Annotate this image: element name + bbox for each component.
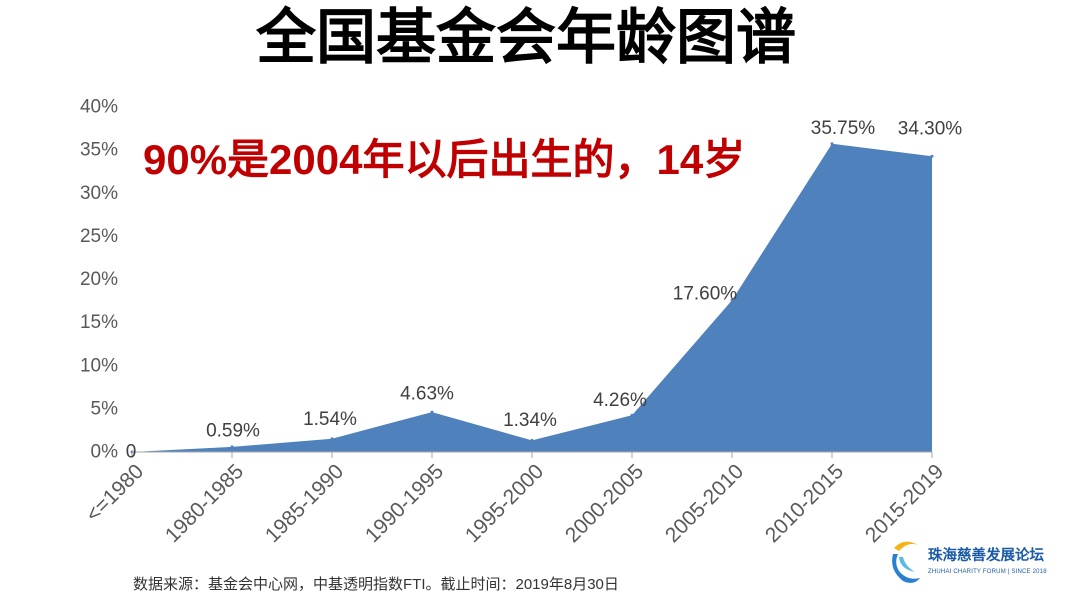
- x-tick-label: 2010-2015: [761, 460, 848, 547]
- x-axis: <=1980 1980-1985 1985-1990 1990-1995 1995-20…: [81, 451, 948, 547]
- data-point: [430, 410, 434, 414]
- x-tick-label: 1985-1990: [261, 460, 348, 547]
- x-tick-label: 1980-1985: [161, 460, 248, 547]
- data-point: [830, 142, 834, 146]
- x-tick-label: 2000-2005: [561, 460, 648, 547]
- data-label: 0.59%: [206, 420, 260, 441]
- data-point: [630, 413, 634, 417]
- area-series: [132, 143, 932, 452]
- data-point: [230, 445, 234, 449]
- x-tick-label: 1995-2000: [461, 460, 548, 547]
- source-note: 数据来源：基金会中心网，中基透明指数FTI。截止时间：2019年8月30日: [133, 576, 619, 593]
- data-point: [530, 438, 534, 442]
- x-tick-label: 2015-2019: [861, 460, 948, 547]
- x-tick-label: <=1980: [81, 460, 148, 527]
- x-tick-label: 1990-1995: [361, 460, 448, 547]
- y-tick-label: 10%: [80, 355, 118, 376]
- logo-name: 珠海慈善发展论坛: [928, 548, 1044, 564]
- data-points: [130, 142, 934, 454]
- y-tick-label: 0%: [91, 442, 119, 463]
- data-point: [930, 154, 934, 158]
- data-label: 0: [126, 442, 137, 463]
- data-label: 4.26%: [593, 390, 647, 411]
- swirl-logo-icon: [892, 541, 920, 583]
- y-tick-label: 15%: [80, 312, 118, 333]
- x-tick-label: 2005-2010: [661, 460, 748, 547]
- chart-annotation: 90%是2004年以后出生的，14岁: [143, 136, 746, 183]
- y-tick-label: 40%: [80, 97, 118, 118]
- forum-logo: 珠海慈善发展论坛 ZHUHAI CHARITY FORUM | SINCE 20…: [888, 536, 1058, 588]
- y-tick-label: 30%: [80, 183, 118, 204]
- data-label: 35.75%: [811, 118, 876, 139]
- y-tick-label: 5%: [91, 398, 119, 419]
- y-axis: 0% 5% 10% 15% 20% 25% 30% 35% 40%: [80, 97, 118, 463]
- data-label: 1.34%: [503, 410, 557, 431]
- data-point: [330, 437, 334, 441]
- data-labels: 0 0.59% 1.54% 4.63% 1.34% 4.26% 17.60% 35.75% 34…: [126, 118, 963, 462]
- y-tick-label: 25%: [80, 226, 118, 247]
- data-label: 34.30%: [898, 119, 963, 140]
- data-label: 17.60%: [673, 284, 738, 305]
- data-label: 4.63%: [400, 384, 454, 405]
- y-tick-label: 20%: [80, 269, 118, 290]
- data-label: 1.54%: [303, 409, 357, 430]
- y-tick-label: 35%: [80, 140, 118, 161]
- data-point: [730, 298, 734, 302]
- slide-title: 全国基金会年龄图谱: [256, 4, 796, 71]
- logo-tagline: ZHUHAI CHARITY FORUM | SINCE 2018: [928, 569, 1047, 575]
